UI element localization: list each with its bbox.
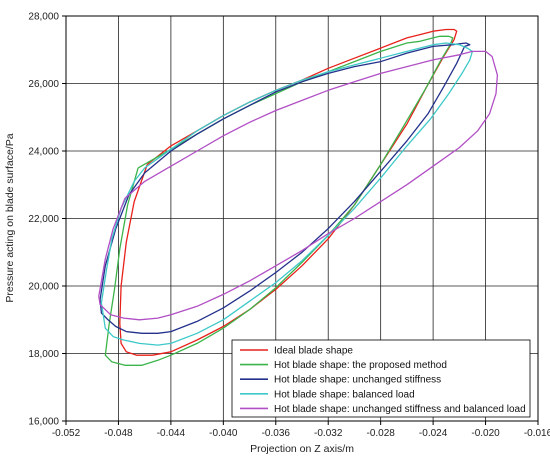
legend-entry-label: Hot blade shape: unchanged stiffness bbox=[274, 375, 441, 386]
legend-entry-label: Hot blade shape: the proposed method bbox=[274, 360, 447, 371]
x-tick-label: -0.028 bbox=[366, 428, 395, 439]
x-tick-label: -0.036 bbox=[262, 428, 291, 439]
x-axis-label: Projection on Z axis/m bbox=[250, 443, 354, 455]
ticks: -0.052 -0.048 -0.044 -0.040 -0.036 -0.032 -0.0… bbox=[28, 12, 550, 440]
legend-entry-label: Ideal blade shape bbox=[274, 346, 353, 357]
legend-box bbox=[231, 339, 531, 418]
x-tick-label: -0.020 bbox=[471, 428, 500, 439]
y-tick-label: 16,000 bbox=[28, 417, 59, 428]
series-line-3 bbox=[99, 42, 471, 334]
x-tick-label: -0.016 bbox=[524, 428, 550, 439]
x-tick-label: -0.048 bbox=[104, 428, 133, 439]
y-tick-label: 22,000 bbox=[28, 214, 59, 225]
y-tick-label: 28,000 bbox=[28, 12, 59, 23]
x-tick-label: -0.024 bbox=[419, 428, 448, 439]
x-tick-label: -0.052 bbox=[52, 428, 81, 439]
x-tick-label: -0.044 bbox=[157, 428, 186, 439]
y-tick-label: 24,000 bbox=[28, 147, 59, 158]
y-tick-label: 20,000 bbox=[28, 282, 59, 293]
y-tick-label: 26,000 bbox=[28, 79, 59, 90]
legend-entry-label: Hot blade shape: balanced load bbox=[274, 389, 415, 400]
series-line-4 bbox=[100, 42, 474, 346]
x-tick-label: -0.040 bbox=[209, 428, 238, 439]
x-tick-label: -0.032 bbox=[314, 428, 343, 439]
y-axis-label: Pressure acting on blade surface/Pa bbox=[4, 133, 16, 302]
legend-entry-label: Hot blade shape: unchanged stiffness and… bbox=[274, 404, 526, 415]
series-line-5 bbox=[98, 50, 499, 321]
series-layer bbox=[98, 28, 499, 366]
legend: Ideal blade shape Hot blade shape: the pr… bbox=[231, 339, 531, 418]
grid bbox=[66, 16, 538, 421]
y-tick-label: 18,000 bbox=[28, 349, 59, 360]
